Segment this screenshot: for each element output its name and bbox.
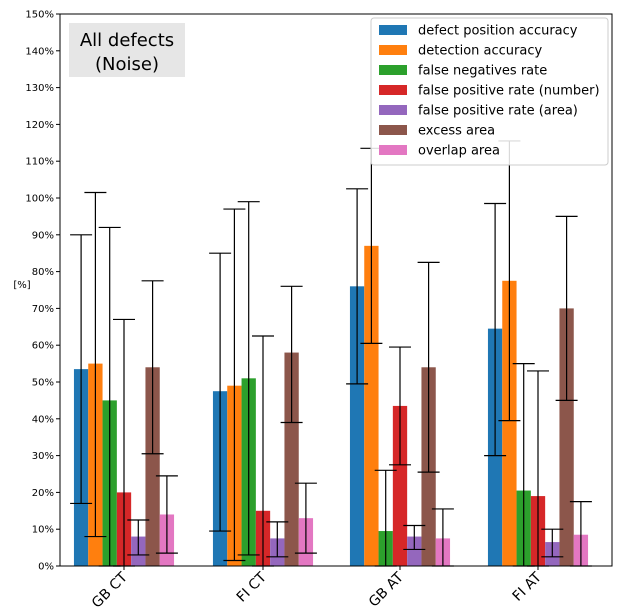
legend-label: excess area [418,124,495,139]
bar [145,367,160,566]
bar [502,280,517,566]
y-tick-label: 70% [32,304,54,315]
legend-label: overlap area [418,144,500,159]
y-tick-label: 120% [25,120,54,131]
legend-swatch [379,65,407,75]
legend: defect position accuracy detection accura… [370,17,609,166]
legend-label: false positive rate (area) [418,104,578,119]
annotation-background [69,23,185,77]
y-axis-label: [%] [13,280,30,291]
y-tick-label: 20% [32,488,54,499]
legend-label: false negatives rate [418,64,547,79]
y-tick-label: 140% [25,46,54,57]
legend-swatch [379,125,407,135]
legend-swatch [379,25,407,35]
annotation-line-1: All defects [80,30,174,51]
plot-frame [59,13,613,567]
y-tick-label: 30% [32,451,54,462]
y-tick-label: 100% [25,194,54,205]
y-tick-label: 80% [32,267,54,278]
x-axis: GB CT FI CT GB AT FI AT [89,566,545,611]
y-tick-label: 0% [38,562,54,573]
y-tick-label: 150% [25,10,54,21]
legend-swatch [379,45,407,55]
bar [284,352,299,566]
bar [407,536,422,566]
legend-swatch [379,145,407,155]
legend-swatch [379,85,407,95]
y-tick-label: 90% [32,230,54,241]
legend-label: false positive rate (number) [418,84,600,99]
bar [349,286,365,566]
legend-swatch [379,105,407,115]
y-tick-label: 130% [25,83,54,94]
annotation-box: All defects (Noise) [69,23,185,77]
legend-label: defect position accuracy [418,24,578,39]
legend-label: detection accuracy [418,44,542,59]
bar [364,245,379,566]
x-tick-label: FI AT [510,569,545,604]
bars-layer [73,245,589,566]
legend-frame [370,17,609,166]
y-tick-label: 10% [32,525,54,536]
x-tick-label: GB CT [89,569,131,611]
x-tick-label: GB AT [366,569,407,610]
y-tick-label: 110% [25,157,54,168]
legend-entries: defect position accuracy detection accura… [379,24,600,159]
y-tick-label: 40% [32,414,54,425]
y-axis: 0% 10% 20% 30% 40% 50% 60% 70% 80% 90% 100% 110% 120… [25,10,60,573]
error-bars-layer [70,140,592,567]
y-tick-label: 60% [32,341,54,352]
annotation-line-2: (Noise) [95,54,159,75]
y-tick-label: 50% [32,378,54,389]
x-tick-label: FI CT [234,569,270,605]
